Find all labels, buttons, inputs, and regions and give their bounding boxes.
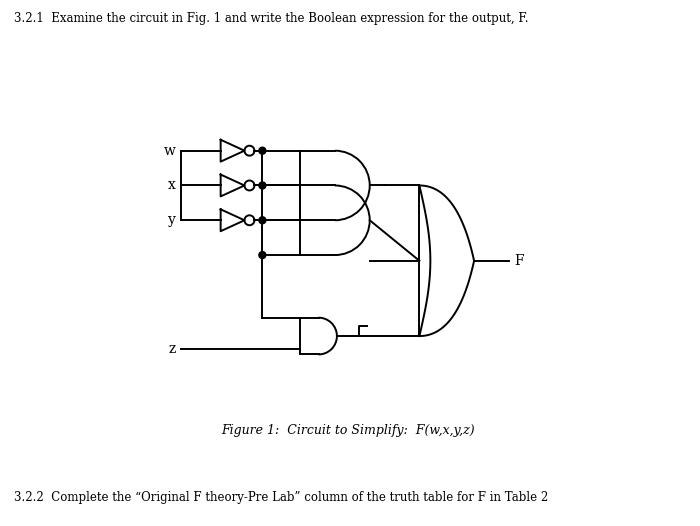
Circle shape: [259, 251, 266, 258]
Text: x: x: [168, 178, 176, 193]
Circle shape: [259, 217, 266, 224]
Text: y: y: [168, 213, 176, 227]
Text: w: w: [164, 144, 176, 158]
Text: z: z: [169, 342, 176, 357]
Circle shape: [259, 147, 266, 154]
Text: F: F: [514, 254, 524, 268]
Text: Figure 1:  Circuit to Simplify:  F(w,x,y,z): Figure 1: Circuit to Simplify: F(w,x,y,z…: [221, 424, 475, 437]
Text: 3.2.2  Complete the “Original F theory-Pre Lab” column of the truth table for F : 3.2.2 Complete the “Original F theory-Pr…: [14, 491, 548, 503]
Circle shape: [259, 182, 266, 189]
Text: 3.2.1  Examine the circuit in Fig. 1 and write the Boolean expression for the ou: 3.2.1 Examine the circuit in Fig. 1 and …: [14, 12, 528, 25]
